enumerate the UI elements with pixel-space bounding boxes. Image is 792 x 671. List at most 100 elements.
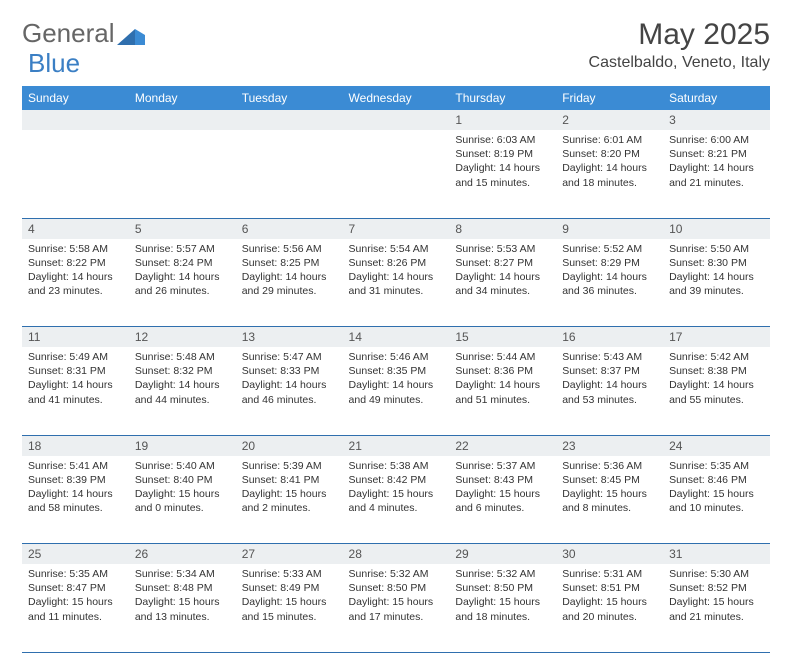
day-number: 6 [236,219,343,239]
weekday-header: Wednesday [343,86,450,110]
sunrise-text: Sunrise: 5:46 AM [349,350,444,364]
day-number-cell: 29 [449,544,556,565]
weekday-header-row: Sunday Monday Tuesday Wednesday Thursday… [22,86,770,110]
sunrise-text: Sunrise: 5:53 AM [455,242,550,256]
sunrise-text: Sunrise: 5:50 AM [669,242,764,256]
day-cell: Sunrise: 5:37 AMSunset: 8:43 PMDaylight:… [449,456,556,544]
day-number: 14 [343,327,450,347]
sunrise-text: Sunrise: 5:35 AM [669,459,764,473]
day-number-cell [22,110,129,130]
day-number-cell [129,110,236,130]
day-cell: Sunrise: 5:38 AMSunset: 8:42 PMDaylight:… [343,456,450,544]
day-number: 7 [343,219,450,239]
day-number: 29 [449,544,556,564]
logo-text-1: General [22,18,115,49]
sunrise-text: Sunrise: 5:31 AM [562,567,657,581]
daylight-text: Daylight: 15 hours and 10 minutes. [669,487,764,515]
day-cell: Sunrise: 5:35 AMSunset: 8:46 PMDaylight:… [663,456,770,544]
day-number: 18 [22,436,129,456]
day-cell [343,130,450,218]
day-number-cell: 14 [343,327,450,348]
day-cell: Sunrise: 5:52 AMSunset: 8:29 PMDaylight:… [556,239,663,327]
sunset-text: Sunset: 8:29 PM [562,256,657,270]
day-number: 27 [236,544,343,564]
sunrise-text: Sunrise: 5:39 AM [242,459,337,473]
sunset-text: Sunset: 8:33 PM [242,364,337,378]
day-number: 28 [343,544,450,564]
day-number: 26 [129,544,236,564]
day-cell [236,130,343,218]
day-number-cell: 24 [663,435,770,456]
day-details: Sunrise: 5:48 AMSunset: 8:32 PMDaylight:… [129,347,236,413]
header: General May 2025 Castelbaldo, Veneto, It… [22,18,770,72]
day-number-cell: 22 [449,435,556,456]
day-cell [129,130,236,218]
day-number: 30 [556,544,663,564]
daylight-text: Daylight: 14 hours and 15 minutes. [455,161,550,189]
day-number: 12 [129,327,236,347]
day-number-cell: 28 [343,544,450,565]
sunrise-text: Sunrise: 5:49 AM [28,350,123,364]
sunrise-text: Sunrise: 5:40 AM [135,459,230,473]
daylight-text: Daylight: 15 hours and 2 minutes. [242,487,337,515]
day-number: 24 [663,436,770,456]
sunset-text: Sunset: 8:40 PM [135,473,230,487]
day-number: 17 [663,327,770,347]
sunrise-text: Sunrise: 5:57 AM [135,242,230,256]
sunset-text: Sunset: 8:43 PM [455,473,550,487]
day-content-row: Sunrise: 5:41 AMSunset: 8:39 PMDaylight:… [22,456,770,544]
sunrise-text: Sunrise: 5:33 AM [242,567,337,581]
day-number-cell [343,110,450,130]
day-details: Sunrise: 5:30 AMSunset: 8:52 PMDaylight:… [663,564,770,630]
sunset-text: Sunset: 8:27 PM [455,256,550,270]
sunset-text: Sunset: 8:48 PM [135,581,230,595]
day-cell: Sunrise: 5:33 AMSunset: 8:49 PMDaylight:… [236,564,343,652]
day-cell: Sunrise: 5:49 AMSunset: 8:31 PMDaylight:… [22,347,129,435]
day-number-cell: 15 [449,327,556,348]
day-details: Sunrise: 5:40 AMSunset: 8:40 PMDaylight:… [129,456,236,522]
day-details: Sunrise: 5:47 AMSunset: 8:33 PMDaylight:… [236,347,343,413]
sunset-text: Sunset: 8:19 PM [455,147,550,161]
day-number-cell: 16 [556,327,663,348]
day-number: 13 [236,327,343,347]
day-cell: Sunrise: 5:54 AMSunset: 8:26 PMDaylight:… [343,239,450,327]
sunset-text: Sunset: 8:51 PM [562,581,657,595]
sunrise-text: Sunrise: 6:03 AM [455,133,550,147]
day-number: 11 [22,327,129,347]
weekday-header: Sunday [22,86,129,110]
sunset-text: Sunset: 8:37 PM [562,364,657,378]
day-details: Sunrise: 5:36 AMSunset: 8:45 PMDaylight:… [556,456,663,522]
daylight-text: Daylight: 14 hours and 36 minutes. [562,270,657,298]
sunrise-text: Sunrise: 6:00 AM [669,133,764,147]
day-details: Sunrise: 5:49 AMSunset: 8:31 PMDaylight:… [22,347,129,413]
day-details: Sunrise: 5:32 AMSunset: 8:50 PMDaylight:… [449,564,556,630]
daylight-text: Daylight: 15 hours and 0 minutes. [135,487,230,515]
day-number-cell: 30 [556,544,663,565]
daylight-text: Daylight: 14 hours and 34 minutes. [455,270,550,298]
day-number: 4 [22,219,129,239]
day-details: Sunrise: 5:54 AMSunset: 8:26 PMDaylight:… [343,239,450,305]
day-number-cell: 6 [236,218,343,239]
sunrise-text: Sunrise: 5:36 AM [562,459,657,473]
day-number: 21 [343,436,450,456]
day-number-cell: 12 [129,327,236,348]
day-details: Sunrise: 5:43 AMSunset: 8:37 PMDaylight:… [556,347,663,413]
day-number-row: 25262728293031 [22,544,770,565]
day-details: Sunrise: 5:37 AMSunset: 8:43 PMDaylight:… [449,456,556,522]
title-block: May 2025 Castelbaldo, Veneto, Italy [589,18,770,72]
sunrise-text: Sunrise: 5:32 AM [349,567,444,581]
sunset-text: Sunset: 8:35 PM [349,364,444,378]
sunrise-text: Sunrise: 5:42 AM [669,350,764,364]
sunset-text: Sunset: 8:22 PM [28,256,123,270]
day-cell: Sunrise: 5:41 AMSunset: 8:39 PMDaylight:… [22,456,129,544]
day-details: Sunrise: 5:34 AMSunset: 8:48 PMDaylight:… [129,564,236,630]
daylight-text: Daylight: 15 hours and 8 minutes. [562,487,657,515]
sunset-text: Sunset: 8:45 PM [562,473,657,487]
day-number: 3 [663,110,770,130]
day-number-cell: 9 [556,218,663,239]
day-details: Sunrise: 5:33 AMSunset: 8:49 PMDaylight:… [236,564,343,630]
day-details: Sunrise: 5:56 AMSunset: 8:25 PMDaylight:… [236,239,343,305]
daylight-text: Daylight: 14 hours and 51 minutes. [455,378,550,406]
day-cell: Sunrise: 5:47 AMSunset: 8:33 PMDaylight:… [236,347,343,435]
sunset-text: Sunset: 8:47 PM [28,581,123,595]
